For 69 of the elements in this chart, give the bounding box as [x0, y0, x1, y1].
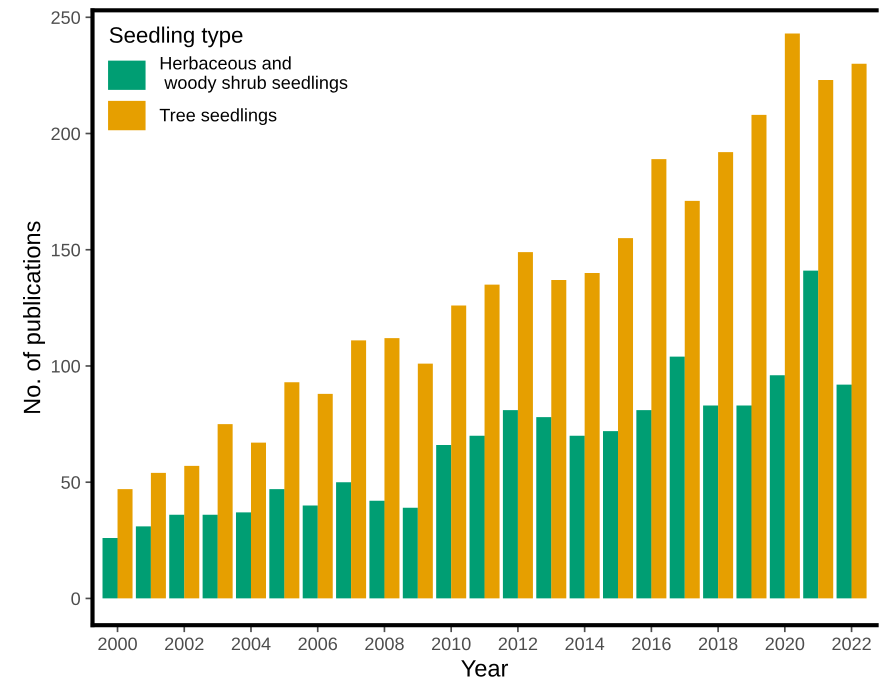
x-tick-label: 2000 [98, 637, 137, 650]
bar [736, 405, 752, 598]
bar [169, 514, 184, 598]
bar [250, 442, 266, 598]
x-tick-label: 2016 [632, 637, 671, 650]
bar [436, 445, 452, 598]
bar [302, 505, 318, 598]
bar [384, 338, 400, 598]
bar [269, 489, 284, 598]
bar [102, 538, 118, 598]
legend-label: Herbaceous and woody shrub seedlings [160, 56, 348, 93]
bar [751, 114, 766, 598]
bar [570, 436, 585, 598]
bar [651, 159, 666, 598]
bar [684, 200, 700, 598]
y-tick-label: 200 [51, 127, 80, 140]
bar [484, 284, 500, 598]
x-tick-label: 2002 [165, 637, 204, 650]
bar [636, 410, 652, 598]
bar [451, 306, 466, 598]
bar [518, 252, 533, 598]
y-tick-label: 0 [71, 592, 80, 606]
x-tick-label: 2022 [832, 637, 871, 650]
bar [470, 436, 485, 598]
x-axis-title: Year [461, 660, 508, 677]
bar [336, 482, 352, 598]
y-tick-label: 250 [51, 11, 80, 24]
bar [150, 472, 166, 598]
bar [670, 356, 685, 598]
bar [369, 500, 384, 598]
bar [836, 384, 852, 598]
bar [236, 512, 251, 598]
legend-label: Tree seedlings [160, 108, 276, 126]
bar [818, 80, 834, 598]
x-tick-label: 2006 [298, 637, 338, 650]
bar [536, 417, 552, 598]
y-tick-label: 50 [61, 476, 80, 489]
x-tick-label: 2012 [498, 637, 538, 650]
x-tick-label: 2018 [698, 637, 738, 650]
bar [784, 34, 800, 598]
x-tick-label: 2014 [565, 637, 604, 650]
bar [770, 375, 785, 598]
x-tick-label: 2010 [432, 637, 471, 650]
bar [418, 364, 433, 598]
bar [184, 466, 200, 598]
x-tick-label: 2004 [232, 637, 271, 650]
bar [603, 431, 618, 598]
bar [852, 64, 867, 598]
bar [351, 340, 366, 598]
x-tick-label: 2008 [365, 637, 404, 650]
bar [718, 152, 734, 598]
bar [202, 514, 218, 598]
bar [318, 394, 333, 598]
bar [136, 526, 151, 598]
bar [118, 489, 133, 598]
legend-title: Seedling type [110, 26, 242, 48]
bar [402, 508, 418, 598]
y-tick-label: 150 [52, 244, 80, 256]
y-axis-title: No. of publications [23, 221, 46, 413]
bar [284, 382, 300, 598]
bar [584, 272, 600, 598]
bar [218, 424, 233, 598]
x-tick-label: 2020 [766, 637, 804, 650]
bar [551, 280, 566, 598]
bar [502, 410, 518, 598]
y-tick-label: 100 [52, 360, 80, 373]
bar [803, 270, 818, 598]
bar [618, 238, 634, 598]
bar [703, 405, 718, 598]
